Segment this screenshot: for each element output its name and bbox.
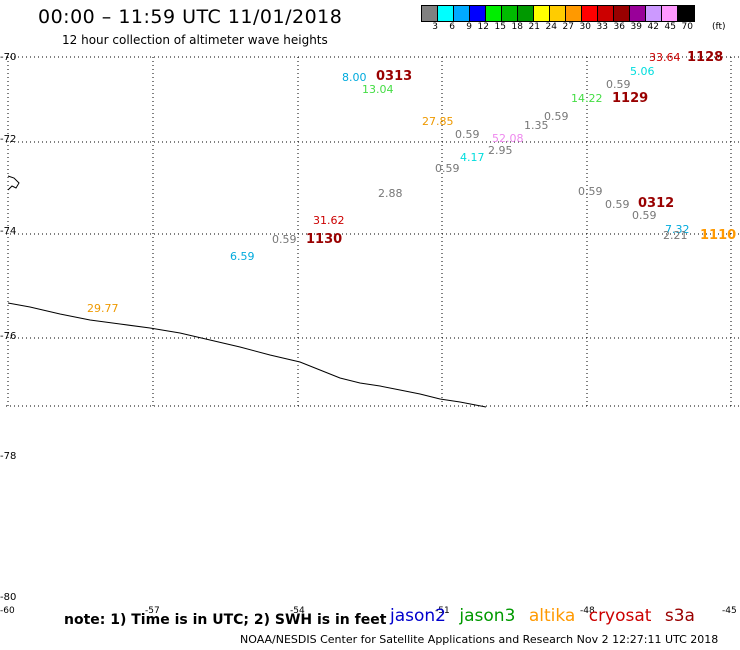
- pass-time-label: 1110: [700, 228, 737, 243]
- satellite-label: altika: [528, 606, 576, 626]
- wave-height-value: 5.06: [630, 65, 655, 78]
- lat-label: -76: [0, 331, 17, 342]
- coastline-fragment: [7, 175, 20, 191]
- wave-height-value: 0.59: [272, 233, 297, 246]
- wave-height-value: 2.88: [378, 187, 403, 200]
- lon-label: -54: [290, 606, 305, 616]
- color-swatch: [502, 6, 518, 21]
- lon-label: -57: [145, 606, 160, 616]
- wave-height-value: 2.95: [488, 144, 513, 157]
- wave-height-value: 4.17: [460, 151, 485, 164]
- scale-tick-label: 18: [511, 22, 523, 32]
- wave-height-value: 0.59: [435, 162, 460, 175]
- scale-tick-label: 33: [596, 22, 608, 32]
- lon-label: -45: [722, 606, 737, 616]
- color-swatch: [422, 6, 438, 21]
- lon-label: -60: [0, 606, 15, 616]
- wave-height-value: 0.59: [544, 110, 569, 123]
- wave-height-value: 0.59: [632, 209, 657, 222]
- pass-time-label: 0312: [638, 196, 675, 211]
- lat-label: -80: [0, 592, 17, 603]
- scale-tick-label: 9: [466, 22, 472, 32]
- scale-tick-label: 6: [449, 22, 455, 32]
- satellite-label: cryosat: [588, 606, 652, 626]
- wave-height-value: 8.00: [342, 71, 367, 84]
- footer-note: note: 1) Time is in UTC; 2) SWH is in fe…: [64, 612, 387, 628]
- wave-height-value: 0.59: [578, 185, 603, 198]
- color-swatch: [454, 6, 470, 21]
- map-subtitle: 12 hour collection of altimeter wave hei…: [62, 33, 328, 47]
- pass-time-label: 1130: [306, 232, 343, 247]
- wave-height-value: 0.59: [606, 78, 631, 91]
- wave-height-value: 27.85: [422, 115, 454, 128]
- scale-tick-label: 15: [494, 22, 506, 32]
- pass-time-label: 0313: [376, 69, 413, 84]
- color-swatch: [550, 6, 566, 21]
- lat-label: -78: [0, 451, 17, 462]
- color-swatch: [662, 6, 678, 21]
- lat-label: -70: [0, 52, 17, 63]
- scale-tick-label: 70: [681, 22, 693, 32]
- scale-tick-label: 30: [579, 22, 591, 32]
- scale-tick-label: 24: [545, 22, 557, 32]
- color-swatch: [598, 6, 614, 21]
- wave-height-value: 52.08: [492, 132, 524, 145]
- wave-height-value: 0.59: [455, 128, 480, 141]
- satellite-label: s3a: [664, 606, 695, 626]
- wave-height-value: 14.22: [571, 92, 603, 105]
- color-swatch: [486, 6, 502, 21]
- scale-tick-label: 39: [630, 22, 642, 32]
- scale-tick-label: 21: [528, 22, 540, 32]
- pass-time-label: 1129: [612, 91, 649, 106]
- map-title: 00:00 – 11:59 UTC 11/01/2018: [38, 6, 343, 28]
- scale-tick-label: 45: [664, 22, 676, 32]
- lon-label: -48: [580, 606, 595, 616]
- wave-height-value: 0.59: [605, 198, 630, 211]
- lon-label: -51: [435, 606, 450, 616]
- wave-height-value: 6.59: [230, 250, 255, 263]
- scale-tick-label: 3: [432, 22, 438, 32]
- lat-label: -72: [0, 134, 17, 145]
- color-swatch: [630, 6, 646, 21]
- scale-tick-label: 27: [562, 22, 574, 32]
- color-swatch: [646, 6, 662, 21]
- scale-tick-label: 42: [647, 22, 659, 32]
- color-scale: [421, 5, 695, 22]
- color-swatch: [438, 6, 454, 21]
- color-swatch: [566, 6, 582, 21]
- wave-height-value: 31.62: [313, 214, 345, 227]
- color-swatch: [614, 6, 630, 21]
- graticule: [6, 56, 740, 407]
- coastline: [7, 302, 487, 408]
- color-swatch: [678, 6, 694, 21]
- color-scale-ticks: 3 6 9 12 15 18 21 24 27 30 33 36 39 42 45 70: [421, 22, 693, 32]
- credit-line: NOAA/NESDIS Center for Satellite Applica…: [240, 633, 719, 646]
- satellite-legend: jason2 jason3 altika cryosat s3a: [390, 606, 703, 626]
- wave-height-value: 1.35: [524, 119, 549, 132]
- color-swatch: [534, 6, 550, 21]
- wave-height-value: 7.32: [665, 223, 690, 236]
- scale-tick-label: 12: [477, 22, 489, 32]
- wave-height-value: 2.21: [663, 229, 688, 242]
- color-swatch: [470, 6, 486, 21]
- satellite-label: jason3: [459, 606, 516, 626]
- scale-tick-label: 36: [613, 22, 625, 32]
- color-swatch: [518, 6, 534, 21]
- lat-label: -74: [0, 226, 17, 237]
- pass-time-label: 1128: [687, 50, 724, 65]
- wave-height-value: 33.64: [649, 51, 681, 64]
- satellite-label: jason2: [390, 606, 446, 626]
- scale-unit: (ft): [712, 22, 726, 32]
- wave-height-value: 29.77: [87, 302, 119, 315]
- wave-height-value: 13.04: [362, 83, 394, 96]
- color-swatch: [582, 6, 598, 21]
